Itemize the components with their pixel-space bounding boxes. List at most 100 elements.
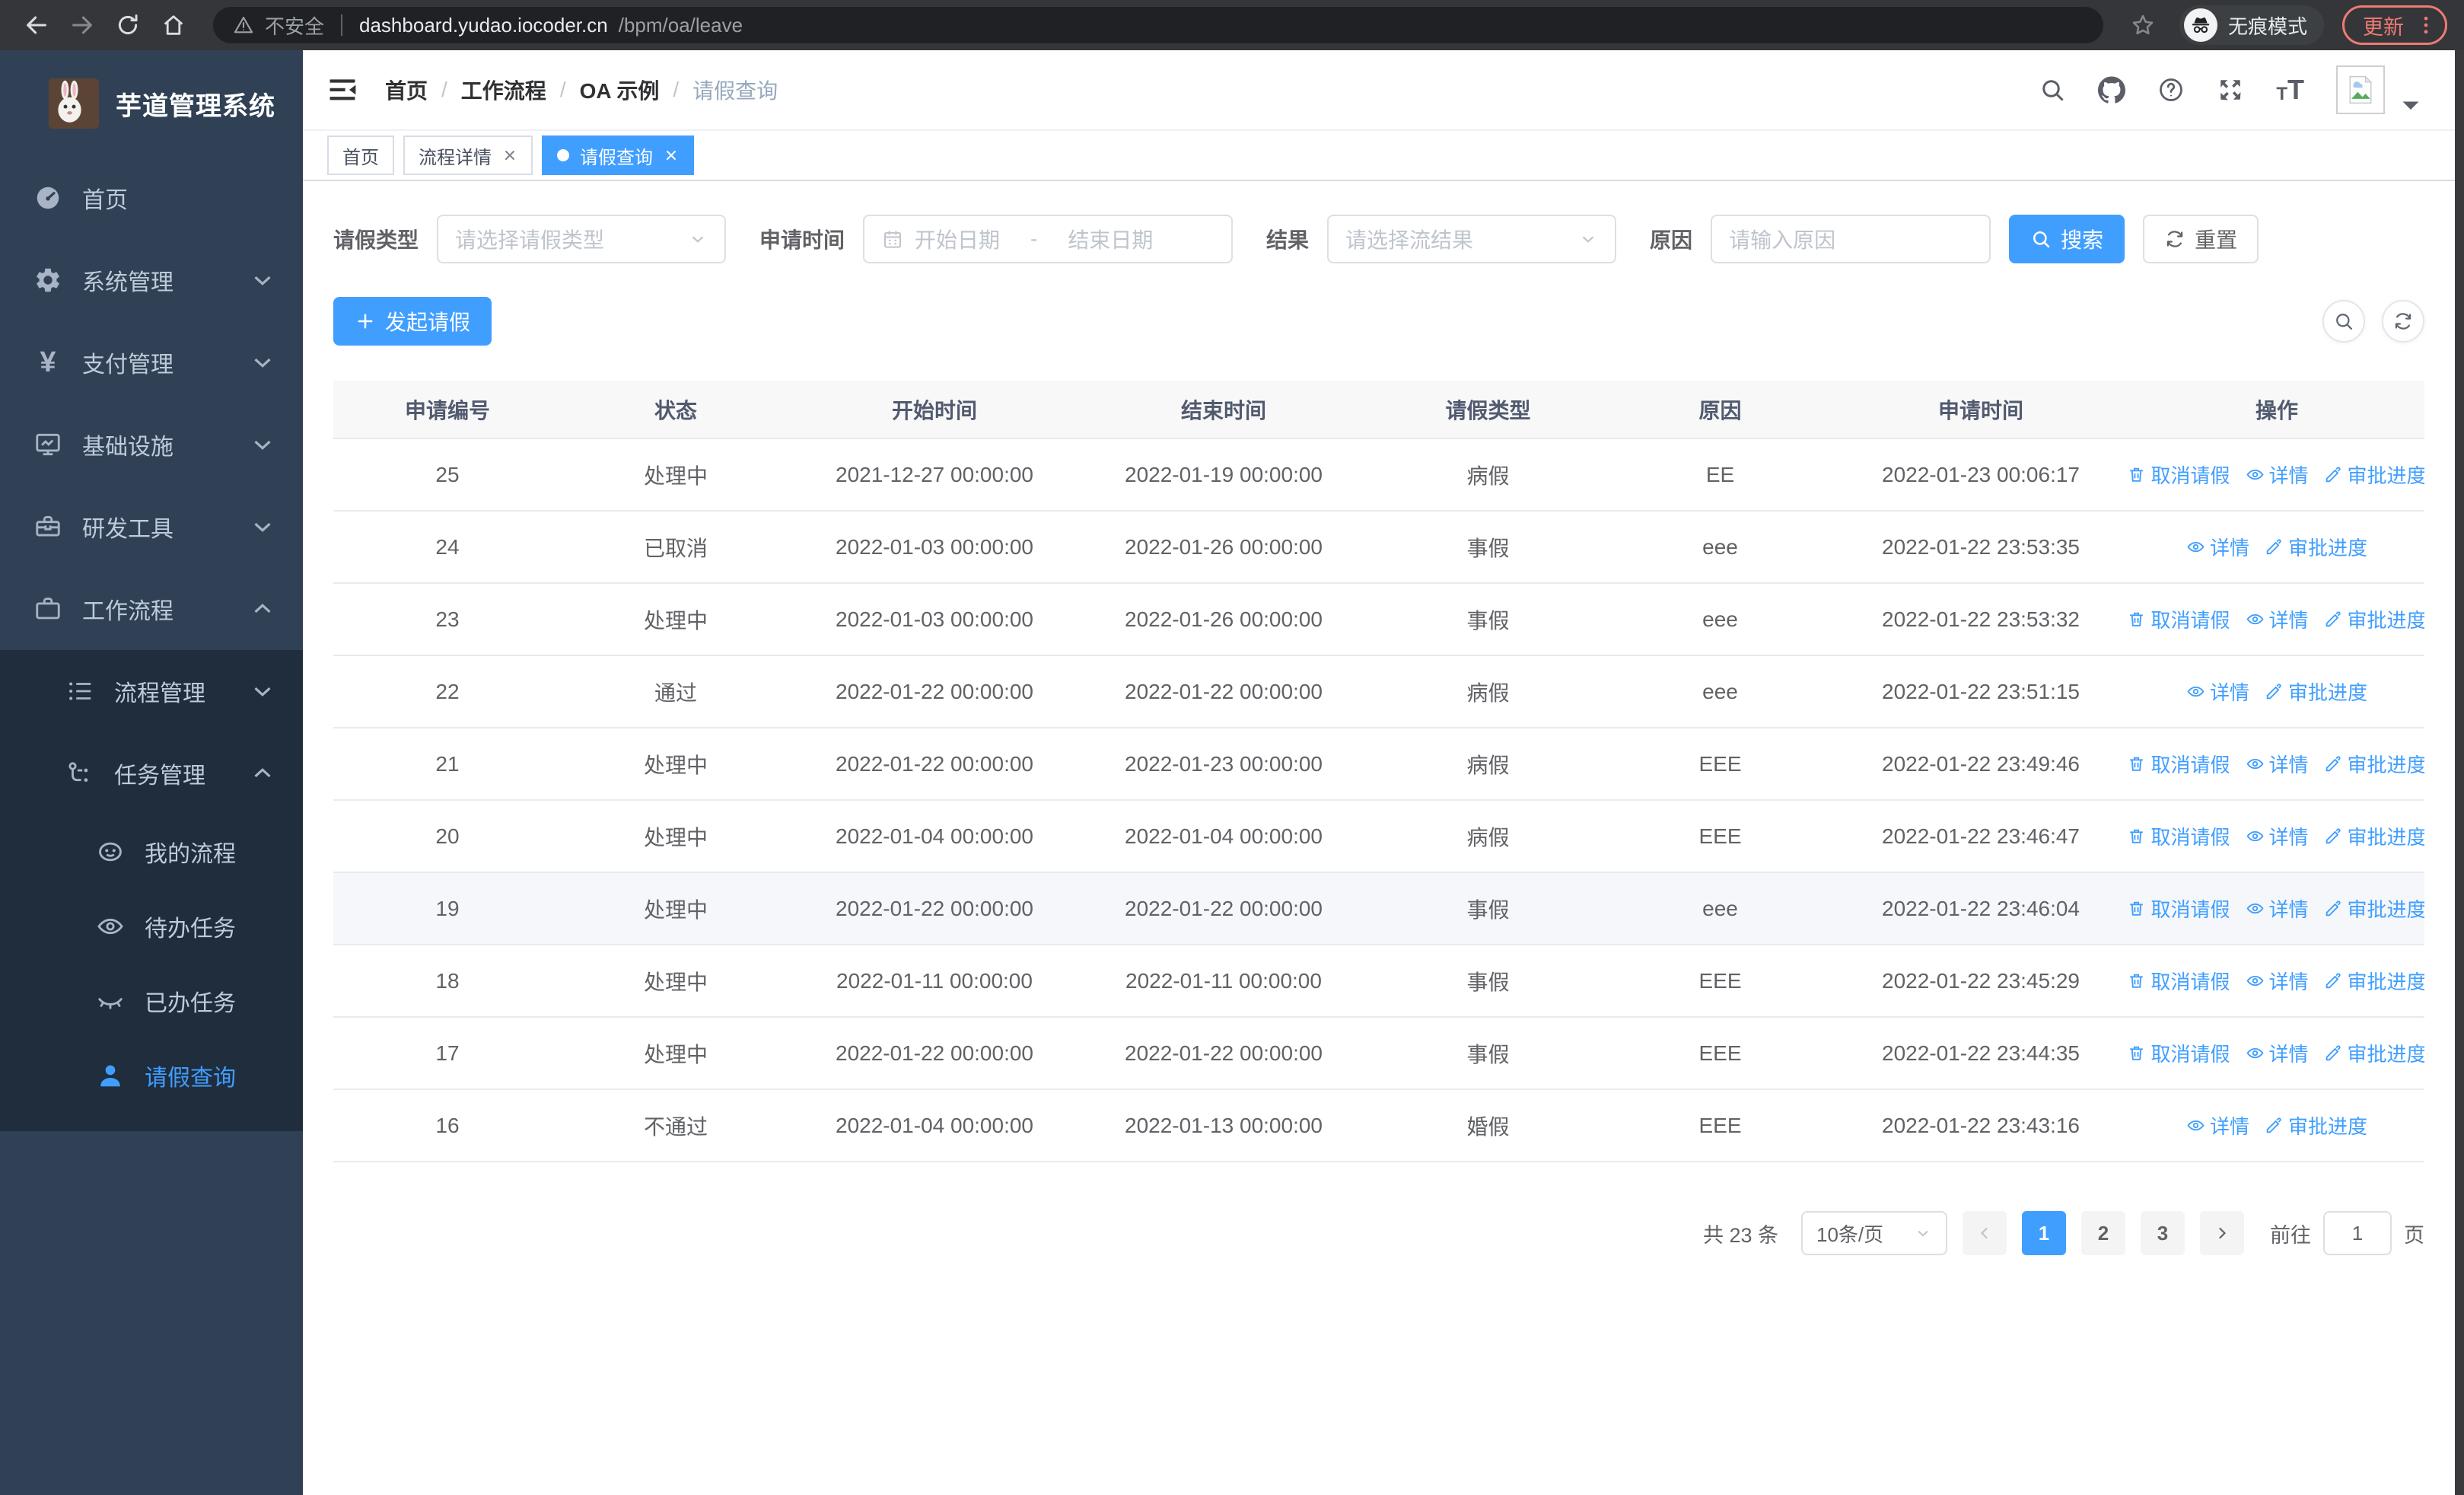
- fullscreen-icon[interactable]: [2217, 76, 2244, 104]
- page-scrollbar[interactable]: [2455, 50, 2464, 1495]
- trash-icon: [2129, 827, 2146, 846]
- cell-id: 21: [333, 728, 562, 801]
- cell-id: 19: [333, 872, 562, 945]
- sidebar-item-pay[interactable]: ¥ 支付管理: [0, 321, 303, 403]
- progress-link[interactable]: 审批进度: [2324, 605, 2424, 633]
- page-button-3[interactable]: 3: [2141, 1211, 2185, 1255]
- detail-link[interactable]: 详情: [2246, 750, 2309, 778]
- breadcrumb-item[interactable]: OA 示例: [579, 79, 660, 103]
- browser-back-button[interactable]: [17, 5, 56, 45]
- reset-button[interactable]: 重置: [2143, 215, 2259, 263]
- create-leave-button[interactable]: 发起请假: [333, 297, 492, 346]
- bookmark-star-button[interactable]: [2123, 5, 2163, 45]
- sidebar-item-infra[interactable]: 基础设施: [0, 403, 303, 486]
- sidebar-item-todo-tasks[interactable]: 待办任务: [0, 889, 303, 964]
- page-button-2[interactable]: 2: [2081, 1211, 2125, 1255]
- detail-link[interactable]: 详情: [2186, 1111, 2249, 1140]
- tag-process-detail[interactable]: 流程详情: [403, 135, 533, 175]
- progress-link[interactable]: 审批进度: [2324, 822, 2424, 850]
- cell-end: 2022-01-26 00:00:00: [1079, 583, 1368, 656]
- browser-reload-button[interactable]: [108, 5, 148, 45]
- reason-input[interactable]: 请输入原因: [1711, 215, 1991, 263]
- close-icon[interactable]: [664, 148, 679, 163]
- progress-link[interactable]: 审批进度: [2265, 1111, 2367, 1140]
- trash-icon: [2129, 610, 2146, 629]
- apply-time-range-picker[interactable]: 开始日期 - 结束日期: [863, 215, 1234, 263]
- address-bar[interactable]: 不安全 dashboard.yudao.iocoder.cn/bpm/oa/le…: [213, 7, 2103, 43]
- breadcrumb-item[interactable]: 首页: [385, 79, 428, 103]
- cancel-leave-link[interactable]: 取消请假: [2129, 1039, 2230, 1067]
- detail-link[interactable]: 详情: [2246, 822, 2309, 850]
- cancel-leave-link[interactable]: 取消请假: [2129, 894, 2230, 923]
- detail-link[interactable]: 详情: [2246, 967, 2309, 995]
- breadcrumb: 首页 / 工作流程 / OA 示例 / 请假查询: [385, 75, 778, 105]
- detail-link[interactable]: 详情: [2246, 894, 2309, 923]
- next-page-button[interactable]: [2200, 1211, 2244, 1255]
- sidebar-item-dev[interactable]: 研发工具: [0, 486, 303, 568]
- browser-update-button[interactable]: 更新: [2342, 5, 2447, 45]
- app-logo: 芋道管理系统: [0, 50, 303, 157]
- eye-icon: [2246, 1044, 2265, 1063]
- user-avatar[interactable]: [2336, 65, 2385, 114]
- sidebar-item-my-process[interactable]: 我的流程: [0, 814, 303, 889]
- sidebar-item-process-mgmt[interactable]: 流程管理: [0, 650, 303, 732]
- goto-page-input[interactable]: 1: [2323, 1211, 2392, 1255]
- detail-link[interactable]: 详情: [2246, 461, 2309, 489]
- progress-link[interactable]: 审批进度: [2324, 750, 2424, 778]
- tag-label: 首页: [342, 147, 379, 168]
- detail-link[interactable]: 详情: [2186, 533, 2249, 561]
- cancel-leave-link[interactable]: 取消请假: [2129, 605, 2230, 633]
- search-button-label: 搜索: [2061, 228, 2104, 252]
- tag-leave-query[interactable]: 请假查询: [542, 135, 694, 175]
- sidebar-collapse-icon[interactable]: [326, 73, 359, 107]
- table-row: 16 不通过 2022-01-04 00:00:00 2022-01-13 00:00…: [333, 1089, 2424, 1162]
- caret-down-icon[interactable]: [2397, 91, 2424, 119]
- breadcrumb-item-current: 请假查询: [692, 79, 778, 103]
- search-icon[interactable]: [2039, 76, 2066, 104]
- sidebar-item-system[interactable]: 系统管理: [0, 239, 303, 321]
- detail-link[interactable]: 详情: [2246, 1039, 2309, 1067]
- sidebar-item-done-tasks[interactable]: 已办任务: [0, 964, 303, 1038]
- cell-start: 2022-01-03 00:00:00: [790, 583, 1079, 656]
- sidebar-item-home[interactable]: 首页: [0, 157, 303, 239]
- cancel-leave-link[interactable]: 取消请假: [2129, 750, 2230, 778]
- sidebar-item-leave-query[interactable]: 请假查询: [0, 1038, 303, 1113]
- cancel-leave-link[interactable]: 取消请假: [2129, 461, 2230, 489]
- progress-link[interactable]: 审批进度: [2324, 967, 2424, 995]
- browser-home-button[interactable]: [154, 5, 193, 45]
- prev-page-button[interactable]: [1963, 1211, 2007, 1255]
- help-icon[interactable]: [2157, 76, 2185, 104]
- cancel-leave-link[interactable]: 取消请假: [2129, 967, 2230, 995]
- github-icon[interactable]: [2098, 76, 2126, 104]
- cell-end: 2022-01-04 00:00:00: [1079, 800, 1368, 873]
- progress-link[interactable]: 审批进度: [2324, 894, 2424, 923]
- robot-face-icon: [96, 837, 125, 866]
- menu-dots-icon[interactable]: [2415, 14, 2437, 37]
- toggle-search-button[interactable]: [2322, 300, 2365, 343]
- progress-link[interactable]: 审批进度: [2324, 1039, 2424, 1067]
- cell-start: 2022-01-11 00:00:00: [790, 945, 1079, 1018]
- tag-home[interactable]: 首页: [327, 135, 394, 175]
- leave-type-select[interactable]: 请选择请假类型: [437, 215, 727, 263]
- cell-start: 2022-01-03 00:00:00: [790, 511, 1079, 584]
- toolbox-icon: [33, 512, 62, 541]
- breadcrumb-item[interactable]: 工作流程: [460, 79, 546, 103]
- close-icon[interactable]: [502, 148, 517, 163]
- browser-forward-button[interactable]: [62, 5, 102, 45]
- detail-link[interactable]: 详情: [2186, 677, 2249, 706]
- search-button[interactable]: 搜索: [2009, 215, 2125, 263]
- page-button-1[interactable]: 1: [2022, 1211, 2066, 1255]
- progress-link[interactable]: 审批进度: [2265, 533, 2367, 561]
- detail-link[interactable]: 详情: [2246, 605, 2309, 633]
- refresh-table-button[interactable]: [2382, 300, 2424, 343]
- page-size-select[interactable]: 10条/页: [1801, 1211, 1947, 1255]
- progress-link[interactable]: 审批进度: [2265, 677, 2367, 706]
- col-type: 请假类型: [1368, 381, 1608, 439]
- progress-link[interactable]: 审批进度: [2324, 461, 2424, 489]
- sidebar-item-task-mgmt[interactable]: 任务管理: [0, 732, 303, 814]
- sidebar-item-workflow[interactable]: 工作流程: [0, 568, 303, 650]
- cancel-leave-link[interactable]: 取消请假: [2129, 822, 2230, 850]
- incognito-label: 无痕模式: [2227, 14, 2307, 38]
- result-select[interactable]: 请选择流结果: [1327, 215, 1617, 263]
